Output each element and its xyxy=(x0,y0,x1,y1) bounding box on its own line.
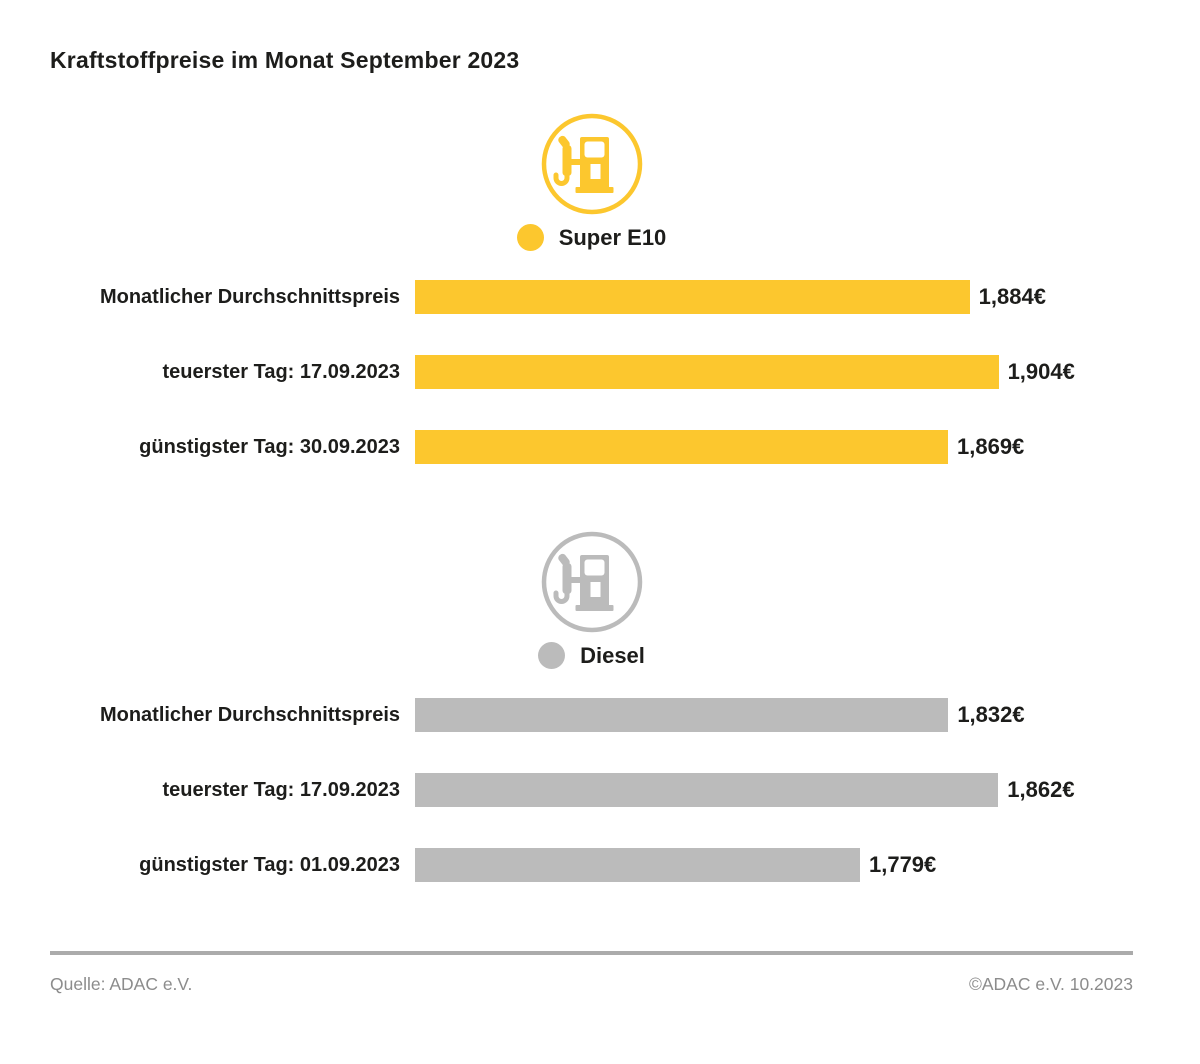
bar xyxy=(415,280,970,315)
bar-track: 1,779€ xyxy=(415,848,1065,883)
bar-row-label: Monatlicher Durchschnittspreis xyxy=(99,285,400,308)
bar-track: 1,862€ xyxy=(415,773,1075,808)
legend-super-e10: Super E10 xyxy=(50,223,1133,253)
bar-track: 1,884€ xyxy=(415,280,1065,315)
legend-diesel: Diesel xyxy=(50,641,1133,671)
bar-row: Monatlicher Durchschnittspreis 1,832€ xyxy=(50,678,1133,753)
bar-value: 1,779€ xyxy=(868,852,937,878)
chart-section-diesel: Diesel Monatlicher Durchschnittspreis 1,… xyxy=(50,530,1133,903)
bar-value: 1,832€ xyxy=(957,702,1025,728)
bar-row-label: Monatlicher Durchschnittspreis xyxy=(99,703,400,726)
bar-track: 1,869€ xyxy=(415,430,1065,465)
footer-source: Quelle: ADAC e.V. xyxy=(50,973,193,994)
bar-row: teuerster Tag: 17.09.2023 1,862€ xyxy=(50,753,1133,828)
footer-divider xyxy=(50,950,1133,955)
bar-value: 1,862€ xyxy=(1007,777,1075,803)
bar-value: 1,869€ xyxy=(957,434,1025,460)
fuel-pump-icon xyxy=(540,530,644,634)
bar-row-label: teuerster Tag: 17.09.2023 xyxy=(162,360,400,383)
bar-chart-diesel: Monatlicher Durchschnittspreis 1,832€ te… xyxy=(50,678,1133,903)
bar xyxy=(415,698,949,733)
bar-value: 1,884€ xyxy=(978,284,1046,310)
legend-label: Super E10 xyxy=(558,224,667,250)
circle-dot-icon xyxy=(516,224,544,252)
bar-track: 1,904€ xyxy=(415,355,1075,390)
fuel-pump-icon xyxy=(540,112,644,216)
bar xyxy=(415,848,860,883)
bar-row: günstigster Tag: 30.09.2023 1,869€ xyxy=(50,410,1133,485)
bar xyxy=(415,355,999,390)
page-title: Kraftstoffpreise im Monat September 2023 xyxy=(50,47,520,73)
bar-row-label: günstigster Tag: 01.09.2023 xyxy=(139,853,400,876)
bar-row: teuerster Tag: 17.09.2023 1,904€ xyxy=(50,335,1133,410)
circle-dot-icon xyxy=(538,642,566,670)
legend-label: Diesel xyxy=(580,642,645,668)
bar xyxy=(415,773,999,808)
footer-copyright: ©ADAC e.V. 10.2023 xyxy=(968,973,1133,994)
bar-row: Monatlicher Durchschnittspreis 1,884€ xyxy=(50,260,1133,335)
bar xyxy=(415,430,948,465)
bar-value: 1,904€ xyxy=(1007,359,1075,385)
bar-row-label: teuerster Tag: 17.09.2023 xyxy=(162,778,400,801)
footer: Quelle: ADAC e.V. ©ADAC e.V. 10.2023 xyxy=(50,974,1133,995)
bar-track: 1,832€ xyxy=(415,698,1065,733)
bar-chart-super-e10: Monatlicher Durchschnittspreis 1,884€ te… xyxy=(50,260,1133,485)
bar-row: günstigster Tag: 01.09.2023 1,779€ xyxy=(50,828,1133,903)
chart-section-super-e10: Super E10 Monatlicher Durchschnittspreis… xyxy=(50,112,1133,485)
bar-row-label: günstigster Tag: 30.09.2023 xyxy=(139,435,400,458)
